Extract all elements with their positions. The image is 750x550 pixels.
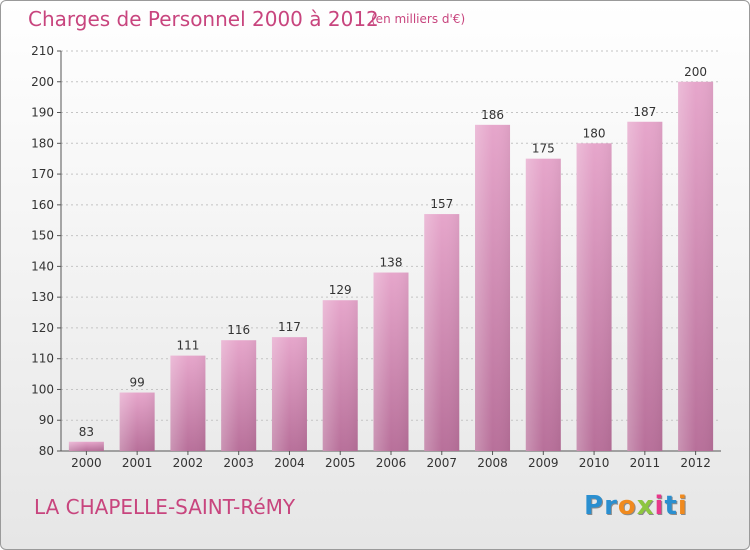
bar-shine-2001 [119, 392, 155, 451]
x-tick-label: 2008 [477, 456, 508, 470]
y-tick-label: 210 [31, 44, 54, 58]
x-tick-label: 2001 [122, 456, 153, 470]
x-tick-label: 2006 [376, 456, 407, 470]
y-tick-label: 120 [31, 321, 54, 335]
logo-letter: x [636, 491, 655, 521]
value-label: 157 [430, 197, 453, 211]
value-label: 99 [130, 376, 145, 390]
bar-shine-2008 [475, 124, 511, 451]
value-label: 138 [380, 256, 403, 270]
x-tick-label: 2009 [528, 456, 559, 470]
bar-shine-2004 [271, 337, 307, 451]
value-label: 200 [684, 65, 707, 79]
y-tick-label: 110 [31, 352, 54, 366]
y-tick-label: 80 [39, 444, 54, 458]
y-tick-label: 160 [31, 198, 54, 212]
x-tick-label: 2010 [579, 456, 610, 470]
logo-letter: t [664, 491, 678, 521]
value-label: 180 [583, 126, 606, 140]
x-tick-label: 2002 [173, 456, 204, 470]
x-tick-label: 2011 [630, 456, 661, 470]
y-tick-label: 130 [31, 290, 54, 304]
bar-shine-2002 [170, 355, 206, 451]
x-tick-label: 2000 [71, 456, 102, 470]
bar-shine-2006 [373, 272, 409, 451]
value-label: 117 [278, 320, 301, 334]
x-tick-label: 2007 [426, 456, 457, 470]
y-tick-label: 200 [31, 75, 54, 89]
logo-letter: o [617, 491, 637, 521]
bar-shine-2005 [322, 300, 358, 451]
chart-title: Charges de Personnel 2000 à 2012 [28, 7, 379, 31]
value-label: 186 [481, 108, 504, 122]
chart-unit: (en milliers d'€) [371, 12, 466, 26]
bars [68, 81, 714, 452]
value-label: 116 [227, 323, 250, 337]
labels: 83 2000 99 2001 111 2002 116 2003 117 2004 129 2005… [71, 65, 711, 470]
x-tick-label: 2012 [680, 456, 711, 470]
value-label: 83 [79, 425, 94, 439]
x-tick-label: 2004 [274, 456, 305, 470]
y-tick-label: 170 [31, 167, 54, 181]
bar-shine-2011 [627, 121, 663, 452]
logo-letter: P [584, 491, 605, 521]
bar-shine-2000 [68, 441, 104, 451]
proxiti-logo: Proxiti [584, 491, 688, 521]
logo-letter: i [654, 491, 665, 521]
y-tick-label: 150 [31, 229, 54, 243]
bar-shine-2012 [678, 81, 714, 452]
y-tick-label: 90 [39, 413, 54, 427]
bar-shine-2010 [576, 143, 612, 452]
x-tick-label: 2003 [223, 456, 254, 470]
logo-letter: i [677, 491, 688, 521]
y-tick-label: 190 [31, 106, 54, 120]
value-label: 129 [329, 283, 352, 297]
bar-shine-2003 [221, 340, 257, 451]
value-label: 175 [532, 142, 555, 156]
y-tick-label: 140 [31, 259, 54, 273]
value-label: 187 [633, 105, 656, 119]
y-tick-label: 100 [31, 382, 54, 396]
x-tick-label: 2005 [325, 456, 356, 470]
commune-name: LA CHAPELLE-SAINT-RéMY [34, 495, 296, 519]
logo-letter: r [604, 491, 618, 521]
value-label: 111 [176, 339, 199, 353]
bar-shine-2009 [525, 158, 561, 451]
y-tick-label: 180 [31, 136, 54, 150]
bar-shine-2007 [424, 214, 460, 451]
